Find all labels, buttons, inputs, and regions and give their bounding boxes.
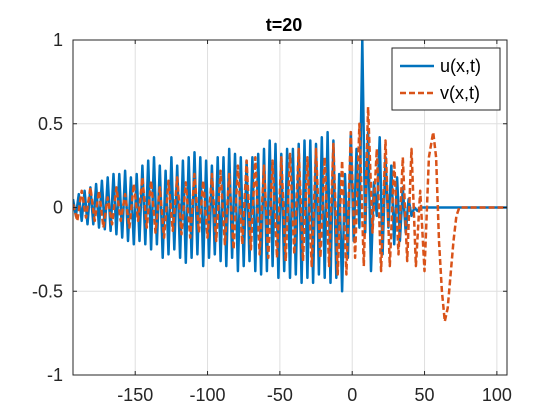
x-tick-label: -150	[117, 385, 153, 405]
y-tick-label: -1	[47, 365, 63, 385]
legend-box	[391, 47, 501, 111]
y-tick-label: -0.5	[32, 281, 63, 301]
x-tick-label: 50	[415, 385, 435, 405]
x-tick-label: 0	[347, 385, 357, 405]
plot-area: -150 -100 -50 0 50 100 -1 -0.5 0 0.5 1 u(x,t) v(x,t)	[32, 30, 512, 405]
x-tick-label: -50	[267, 385, 293, 405]
legend-label-2: v(x,t)	[440, 83, 480, 103]
legend-label-1: u(x,t)	[440, 56, 481, 76]
series-line-1	[73, 40, 507, 293]
y-tick-label: 1	[53, 30, 63, 50]
x-tick-label: 100	[482, 385, 512, 405]
y-tick-label: 0.5	[38, 114, 63, 134]
y-tick-label: 0	[53, 198, 63, 218]
x-tick-label: -100	[190, 385, 226, 405]
chart-title: t=20	[266, 15, 303, 35]
